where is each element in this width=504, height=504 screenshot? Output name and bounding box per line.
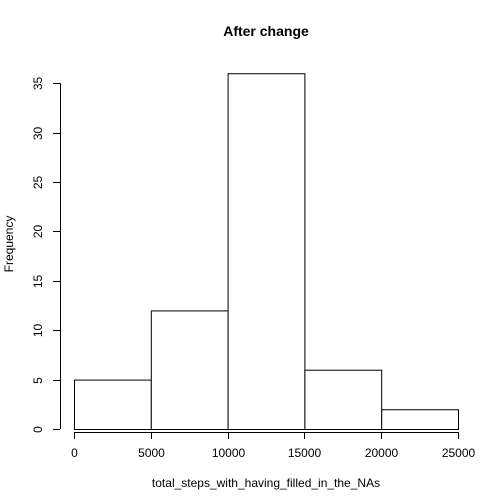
chart-title: After change — [223, 23, 309, 39]
y-tick-label: 15 — [31, 275, 45, 289]
y-tick-label: 10 — [31, 324, 45, 338]
y-tick-label: 0 — [31, 426, 45, 433]
histogram-bar — [228, 74, 305, 430]
histogram-bar — [305, 370, 382, 429]
histogram-bar — [382, 410, 459, 430]
y-tick-label: 20 — [31, 225, 45, 239]
x-axis: 0 5000 10000 15000 20000 25000 — [71, 432, 475, 460]
histogram-bar — [151, 311, 228, 430]
x-tick-label: 25000 — [442, 446, 476, 460]
y-axis: 0 5 10 15 20 25 30 35 — [31, 77, 61, 433]
histogram-bar — [75, 380, 152, 429]
x-tick-label: 10000 — [212, 446, 246, 460]
y-tick-label: 25 — [31, 176, 45, 190]
x-tick-label: 15000 — [288, 446, 322, 460]
y-tick-label: 5 — [31, 377, 45, 384]
x-axis-label: total_steps_with_having_filled_in_the_NA… — [152, 476, 380, 490]
histogram-bars — [75, 74, 459, 430]
x-tick-label: 0 — [71, 446, 78, 460]
y-axis-label: Frequency — [2, 216, 16, 273]
y-tick-label: 30 — [31, 127, 45, 141]
x-tick-label: 20000 — [365, 446, 399, 460]
y-tick-label: 35 — [31, 77, 45, 91]
x-tick-label: 5000 — [138, 446, 165, 460]
